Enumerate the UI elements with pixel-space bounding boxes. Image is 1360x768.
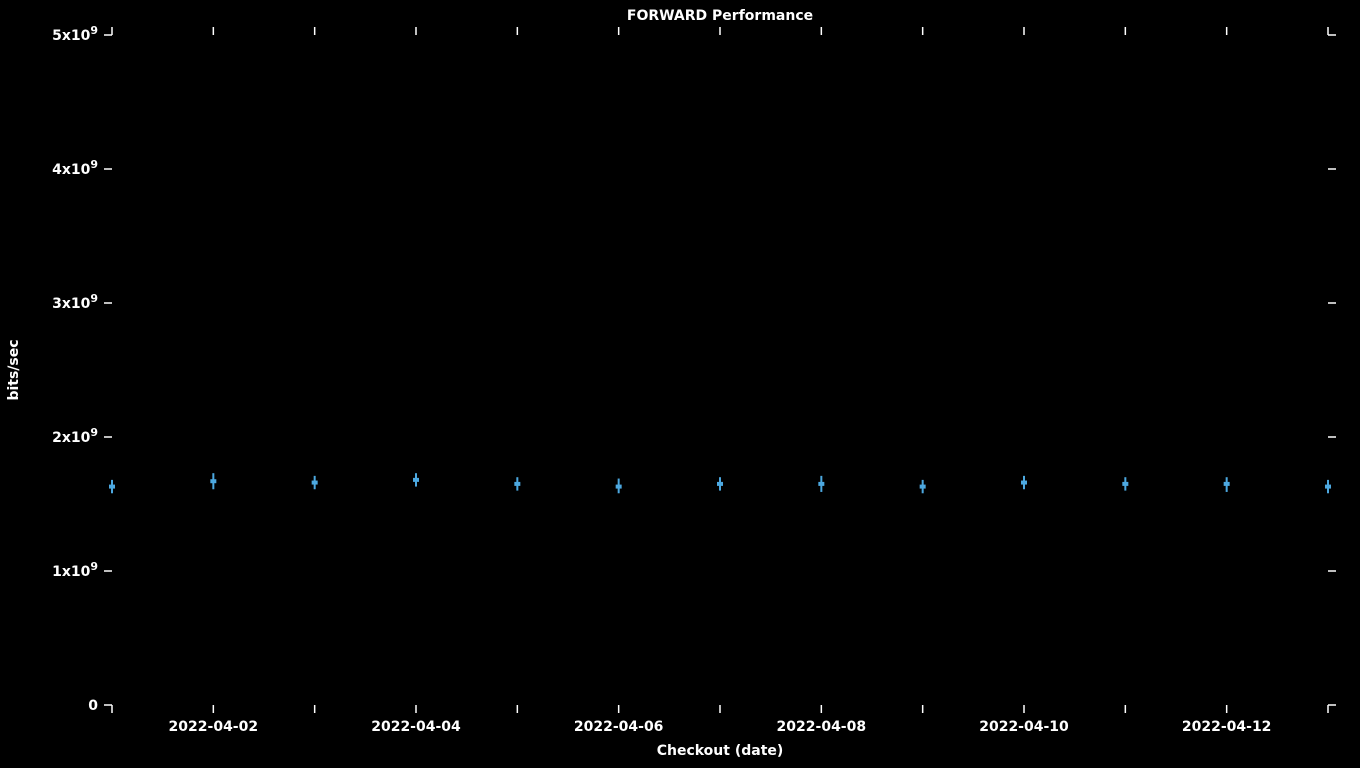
x-tick-label: 2022-04-12 [1182,719,1272,735]
data-point [1325,485,1331,489]
data-point [312,481,318,485]
x-tick-label: 2022-04-08 [777,719,867,735]
data-point [1122,482,1128,486]
data-point [717,482,723,486]
y-axis-label: bits/sec [6,339,22,400]
x-tick-label: 2022-04-06 [574,719,664,735]
x-tick-label: 2022-04-02 [169,719,259,735]
performance-chart: 01x1092x1093x1094x1095x1092022-04-022022… [0,0,1360,768]
data-point [413,478,419,482]
chart-container: 01x1092x1093x1094x1095x1092022-04-022022… [0,0,1360,768]
data-point [1021,481,1027,485]
data-point [616,485,622,489]
data-point [210,479,216,483]
y-tick-label: 0 [88,698,98,714]
x-tick-label: 2022-04-10 [979,719,1069,735]
data-point [920,485,926,489]
data-point [818,482,824,486]
chart-title: FORWARD Performance [627,8,813,24]
data-point [1224,482,1230,486]
x-tick-label: 2022-04-04 [371,719,461,735]
x-axis-label: Checkout (date) [657,743,784,759]
data-point [514,482,520,486]
data-point [109,485,115,489]
